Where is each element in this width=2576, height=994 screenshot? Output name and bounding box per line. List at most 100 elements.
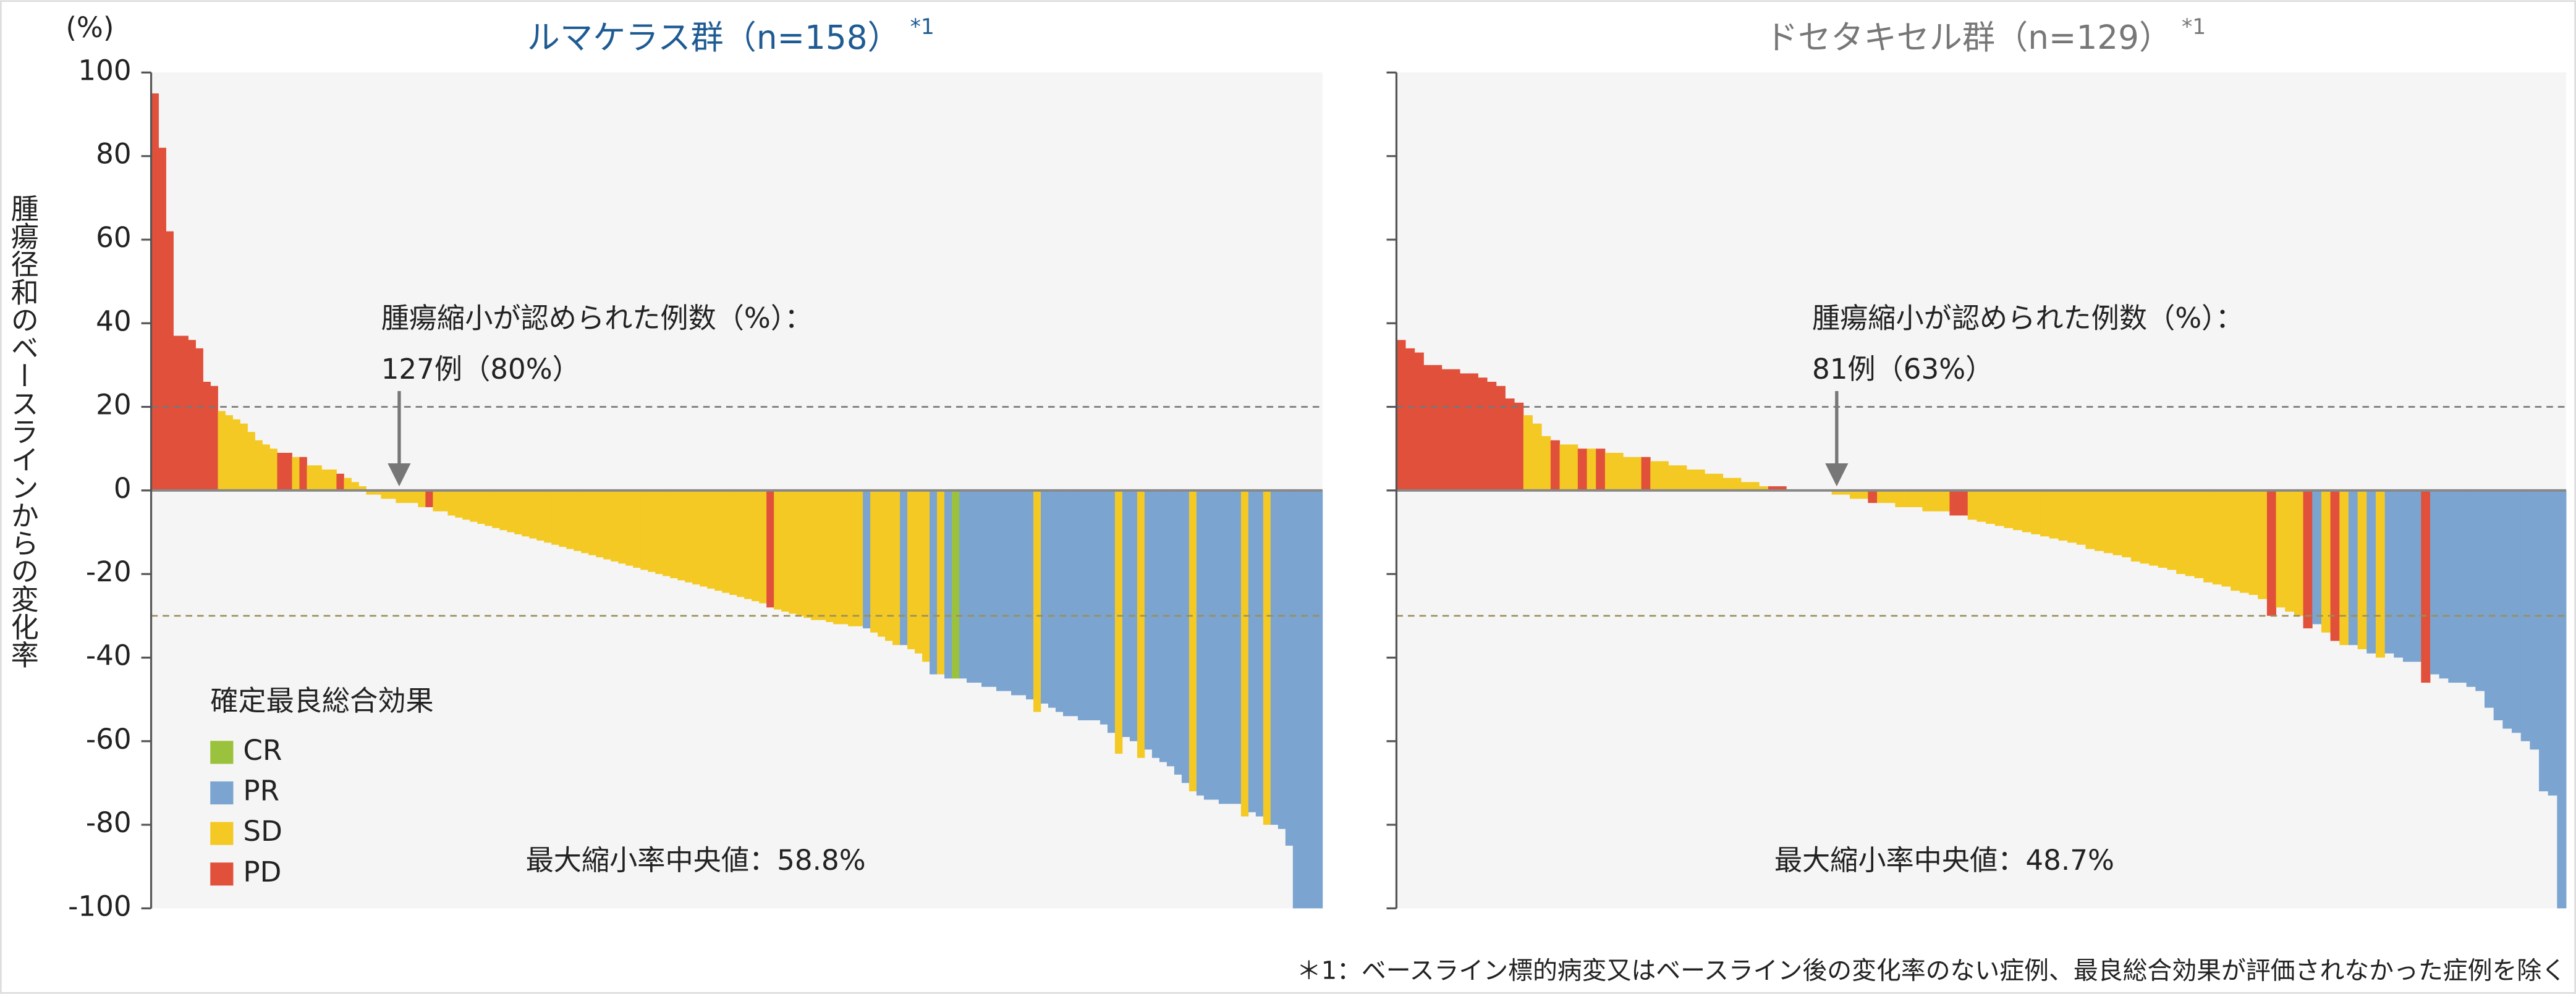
bar (2258, 490, 2268, 599)
legend-swatch (210, 862, 234, 886)
bar (410, 490, 418, 503)
bar (2539, 490, 2549, 791)
bar (195, 348, 203, 491)
bar (2194, 490, 2204, 578)
bar (848, 490, 856, 626)
bar (789, 490, 797, 614)
y-tick-label: 60 (96, 221, 131, 254)
median-label: 最大縮小率中央値：48.7% (1774, 844, 2114, 877)
bar (455, 490, 463, 518)
bar (707, 490, 715, 589)
bar (729, 490, 737, 595)
bar (1668, 465, 1678, 491)
bar (1085, 490, 1093, 720)
annotation: 腫瘍縮小が認められた例数（%）： (1812, 302, 2243, 335)
bar (166, 231, 174, 491)
bar (596, 490, 604, 558)
bar (633, 490, 641, 568)
bar (648, 490, 656, 572)
bar (2485, 490, 2494, 708)
bar (2167, 490, 2177, 570)
bar (1011, 490, 1019, 696)
bar (1904, 490, 1914, 507)
bar (1196, 490, 1205, 796)
bar (1292, 490, 1301, 909)
bar (1048, 490, 1056, 708)
bar (559, 490, 567, 547)
bar (841, 490, 849, 625)
bar (863, 490, 871, 629)
bar (1270, 490, 1279, 825)
y-axis-label: 腫瘍径和のベースラインからの変化率 (7, 194, 40, 668)
bar (1441, 369, 1451, 491)
legend-swatch (210, 741, 234, 764)
bar (944, 490, 952, 679)
bar (2448, 490, 2458, 683)
bar (1713, 473, 1724, 491)
bar (663, 490, 671, 576)
bar (766, 490, 774, 608)
bar (1277, 490, 1286, 829)
annotation: 81例（63%） (1812, 353, 1993, 385)
bar (284, 452, 292, 491)
bar (344, 478, 352, 491)
bar (833, 490, 841, 625)
bar (818, 490, 826, 620)
bar (2103, 490, 2113, 554)
bar (522, 490, 530, 537)
bar (2158, 490, 2167, 568)
bar (1541, 436, 1551, 491)
bar (232, 419, 240, 491)
y-tick-label: 0 (114, 472, 132, 505)
bar (2285, 490, 2295, 612)
y-tick-label: 40 (96, 305, 131, 337)
bar (2339, 490, 2349, 646)
bar (618, 490, 626, 564)
bar (514, 490, 522, 534)
bar (373, 490, 381, 495)
bar (551, 490, 559, 545)
bar (2557, 490, 2567, 909)
bar (2303, 490, 2313, 629)
bar (574, 490, 582, 551)
bar (1107, 490, 1116, 733)
bar (892, 490, 900, 646)
bar (2058, 490, 2068, 541)
bar (225, 415, 233, 491)
bar (2457, 490, 2467, 683)
bar (922, 490, 930, 662)
bar (722, 490, 730, 593)
bar (1587, 449, 1596, 491)
bar (536, 490, 544, 541)
bar (1994, 490, 2004, 526)
bar (588, 490, 596, 555)
bar (418, 490, 426, 507)
bar (433, 490, 441, 512)
bar (1033, 490, 1041, 712)
bar (1151, 490, 1160, 758)
bar (855, 490, 863, 626)
bar (255, 440, 263, 491)
bar (1949, 490, 1959, 516)
bar (544, 490, 552, 543)
bar (930, 490, 938, 675)
y-tick-label: -100 (68, 890, 132, 922)
bar (2439, 490, 2449, 679)
bar (2149, 490, 2159, 566)
bar (603, 490, 611, 560)
bar (1868, 490, 1878, 503)
bar (1487, 381, 1497, 491)
bar (1523, 415, 1533, 491)
bar (2548, 490, 2557, 796)
bar (1468, 373, 1478, 491)
bar (1285, 490, 1294, 846)
legend-label: CR (243, 734, 282, 767)
bar (292, 457, 300, 491)
bar (173, 335, 181, 491)
bar (269, 449, 278, 491)
bar (203, 381, 211, 491)
y-tick-label: -80 (86, 806, 132, 839)
bar (240, 423, 248, 491)
bar (915, 490, 923, 654)
bar (2530, 490, 2540, 750)
